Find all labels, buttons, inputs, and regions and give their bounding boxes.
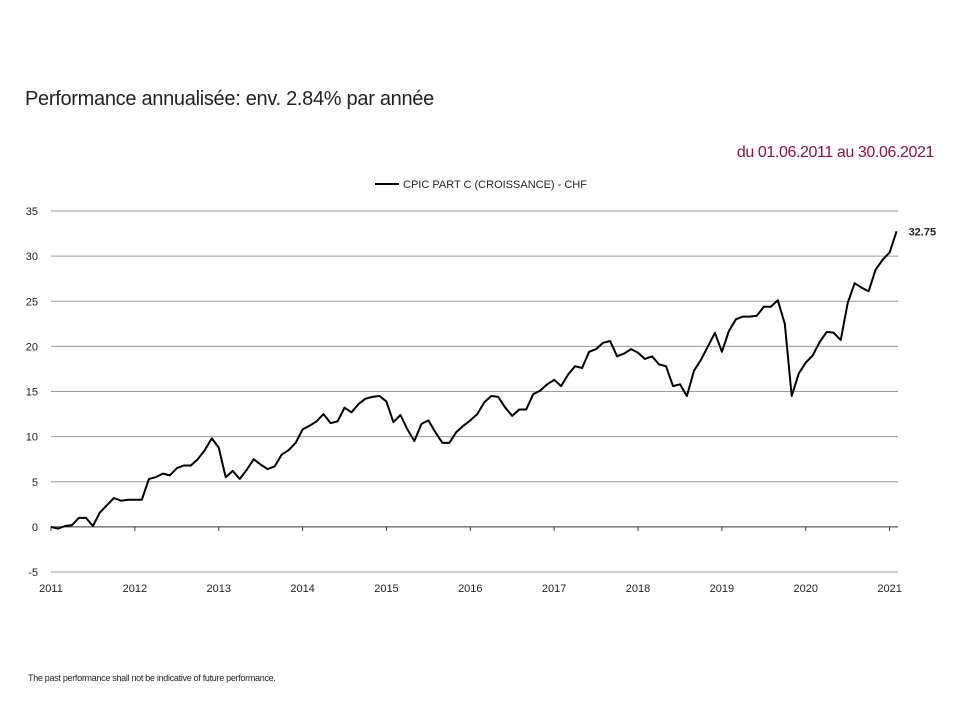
x-axis-ticks: 2011 2012 2013 2014 2015 2016 2017 2018 2019 2020… <box>39 526 902 595</box>
period-range: du 01.06.2011 au 30.06.2021 <box>736 144 935 161</box>
x-tick-label: 2015 <box>374 583 398 595</box>
series-line <box>50 230 898 530</box>
x-tick-label: 2021 <box>877 583 901 595</box>
x-tick-label: 2020 <box>794 583 818 595</box>
y-tick-label: 15 <box>26 387 38 399</box>
y-tick-label: 5 <box>32 477 38 489</box>
x-tick-label: 2014 <box>290 583 314 595</box>
x-tick-label: 2011 <box>39 583 63 595</box>
disclaimer: The past performance shall not be indica… <box>28 673 276 683</box>
y-tick-label: 20 <box>26 341 38 353</box>
x-tick-label: 2016 <box>458 583 482 595</box>
x-tick-label: 2012 <box>123 583 147 595</box>
y-tick-label: 0 <box>32 522 38 534</box>
y-tick-label: 30 <box>26 251 38 263</box>
x-tick-label: 2017 <box>542 583 566 595</box>
y-tick-label: 25 <box>26 296 38 308</box>
x-tick-label: 2013 <box>206 583 230 595</box>
x-tick-label: 2018 <box>626 583 650 595</box>
x-tick-label: 2019 <box>710 583 734 595</box>
y-axis-ticks: -5 0 5 10 15 20 25 30 35 <box>26 206 38 579</box>
performance-headline: Performance annualisée: env. 2.84% par a… <box>25 88 434 110</box>
y-tick-label: 35 <box>26 206 38 218</box>
end-value-label: 32.75 <box>909 226 937 238</box>
legend-label: CPIC PART C (CROISSANCE) - CHF <box>403 179 587 191</box>
y-tick-label: 10 <box>26 432 38 444</box>
y-tick-label: -5 <box>28 567 38 579</box>
gridlines <box>51 210 898 573</box>
legend: CPIC PART C (CROISSANCE) - CHF <box>375 179 587 191</box>
